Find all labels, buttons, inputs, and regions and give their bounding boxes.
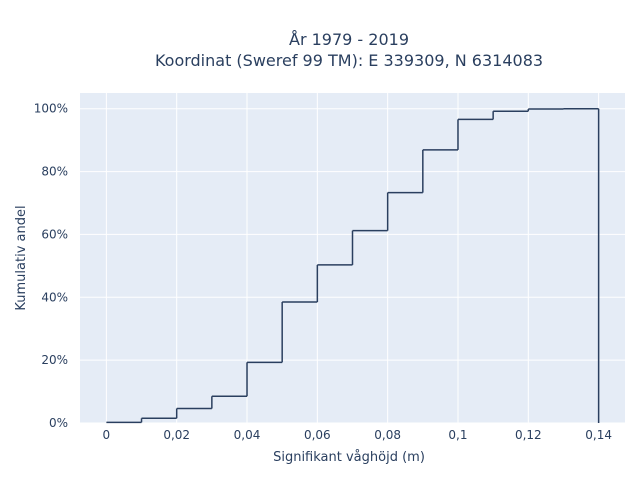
x-tick-label: 0,04	[234, 428, 261, 442]
y-axis-ticks: 0% 20% 40% 60% 80% 100%	[34, 102, 68, 430]
x-axis-title: Signifikant våghöjd (m)	[273, 450, 425, 465]
y-tick-label: 60%	[41, 227, 68, 241]
y-tick-label: 80%	[41, 165, 68, 179]
data-marks	[106, 107, 600, 424]
y-tick-label: 0%	[49, 416, 68, 430]
x-tick-label: 0,14	[585, 428, 612, 442]
chart-title-line-2: Koordinat (Sweref 99 TM): E 339309, N 63…	[155, 51, 543, 70]
x-axis-ticks: 0 0,02 0,04 0,06 0,08 0,1 0,12 0,14	[103, 428, 612, 442]
x-tick-label: 0,1	[448, 428, 467, 442]
x-tick-label: 0,12	[515, 428, 542, 442]
y-tick-label: 40%	[41, 290, 68, 304]
y-tick-label: 100%	[34, 102, 68, 116]
x-tick-label: 0,02	[163, 428, 190, 442]
chart-title-line-1: År 1979 - 2019	[289, 30, 409, 49]
x-tick-label: 0,06	[304, 428, 331, 442]
y-tick-label: 20%	[41, 353, 68, 367]
y-axis-title: Kumulativ andel	[14, 205, 29, 310]
x-tick-label: 0	[103, 428, 111, 442]
x-tick-label: 0,08	[374, 428, 401, 442]
